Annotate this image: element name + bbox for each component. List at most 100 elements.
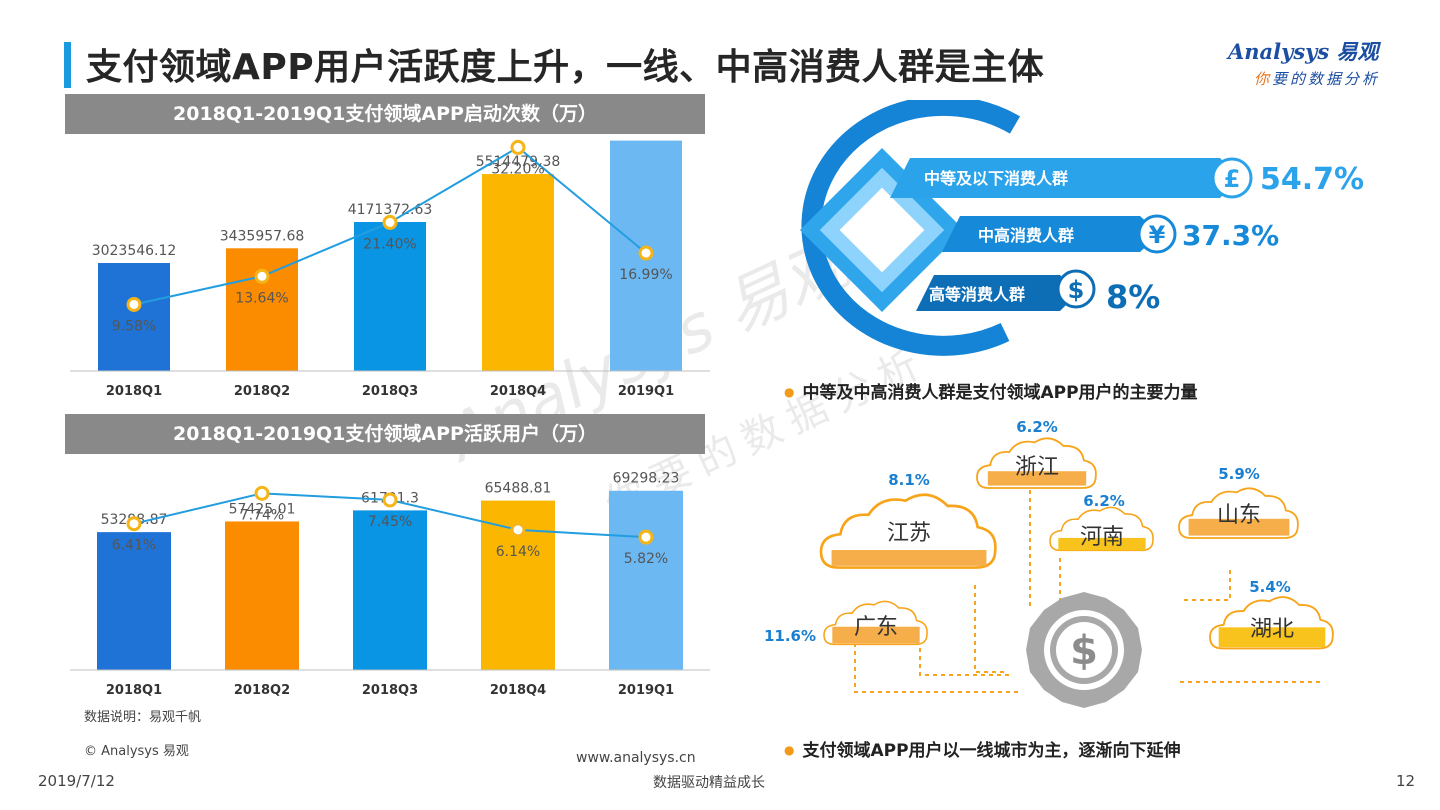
active-x-tick-label: 2018Q4 <box>490 683 546 698</box>
band-middle-low <box>890 158 1240 198</box>
launch-growth-point <box>126 296 142 312</box>
consumer-segments-graphic: 中等及以下消费人群 £ 54.7% 中高消费人群 ¥ 37.3% 高等消费人群 … <box>799 100 1364 356</box>
launch-bar <box>482 174 554 371</box>
launch-value-label: 3023546.12 <box>92 243 177 259</box>
region-name-guangdong: 广东 <box>854 615 898 640</box>
active-growth-label: 6.14% <box>496 544 540 560</box>
logo-brand: Analysys 易观 <box>1228 39 1379 64</box>
active-growth-point <box>382 492 398 508</box>
yen-icon: ¥ <box>1149 221 1166 249</box>
logo-tagline-first: 你 <box>1254 70 1273 88</box>
yen-icon-circle <box>1137 214 1177 254</box>
region-distribution-graphic: $ 浙江 6.2% 江苏 8.1% 河南 6.2% 山东 5.9% 广东 11.… <box>764 418 1334 708</box>
active-bar <box>97 532 171 670</box>
data-note: 数据说明：易观千帆 <box>84 710 202 725</box>
launch-value-label: 4171372.63 <box>348 202 433 218</box>
chart2-header: 2018Q1-2019Q1支付领域APP活跃用户（万） <box>65 414 705 454</box>
region-name-hubei: 湖北 <box>1250 617 1294 642</box>
region-bullet: 支付领域APP用户以一线城市为主，逐渐向下延伸 <box>784 736 1180 761</box>
coin-icon: $ <box>1026 592 1142 708</box>
footer-slogan: 数据驱动精益成长 <box>653 775 765 791</box>
launch-growth-label: 16.99% <box>619 267 672 283</box>
launch-growth-label: 21.40% <box>363 236 416 252</box>
active-bar <box>609 490 683 670</box>
page-number: 12 <box>1396 772 1416 790</box>
band-high <box>916 275 1078 311</box>
consumer-bullet: 中等及中高消费人群是支付领域APP用户的主要力量 <box>784 378 1197 403</box>
region-pct-henan: 6.2% <box>1083 492 1125 510</box>
pct-upper-middle: 37.3% <box>1182 219 1279 252</box>
title-accent-bar <box>64 42 71 88</box>
active-value-label: 57425.01 <box>229 501 296 517</box>
launch-growth-label: 32.20% <box>491 161 544 177</box>
active-growth-label: 7.45% <box>368 514 412 530</box>
launch-bar <box>98 263 170 371</box>
band-label-middle-low: 中等及以下消费人群 <box>924 169 1068 188</box>
launch-x-tick-label: 2018Q2 <box>234 384 290 399</box>
analysys-logo: Analysys 易观 你要的数据分析 <box>1228 36 1418 92</box>
active-bar <box>225 521 299 670</box>
active-growth-point <box>126 516 142 532</box>
footer-date: 2019/7/12 <box>38 772 115 790</box>
launch-count-chart: 3023546.12 2018Q1 3435957.68 2018Q2 4171372.… <box>70 134 710 399</box>
active-growth-point <box>254 485 270 501</box>
pct-high: 8% <box>1106 278 1160 316</box>
active-x-tick-label: 2019Q1 <box>618 683 674 698</box>
region-pct-hubei: 5.4% <box>1249 578 1291 596</box>
launch-growth-label: 9.58% <box>112 318 156 334</box>
region-pct-shandong: 5.9% <box>1218 465 1260 483</box>
launch-x-tick-label: 2018Q1 <box>106 384 162 399</box>
active-growth-label: 6.41% <box>112 538 156 554</box>
launch-growth-point <box>510 139 526 155</box>
logo-tagline-rest: 要的数据分析 <box>1272 70 1381 88</box>
active-growth-point <box>638 529 654 545</box>
active-growth-label: 7.74% <box>240 507 284 523</box>
copyright: © Analysys 易观 <box>84 744 189 759</box>
launch-value-label: 6451144.76 <box>604 134 689 137</box>
active-value-label: 69298.23 <box>613 471 680 487</box>
pct-middle-low: 54.7% <box>1260 162 1364 197</box>
launch-x-tick-label: 2019Q1 <box>618 384 674 399</box>
pound-icon-circle <box>1211 157 1253 199</box>
region-name-henan: 河南 <box>1080 525 1124 550</box>
region-pct-zhejiang: 6.2% <box>1016 418 1058 436</box>
launch-growth-point <box>638 245 654 261</box>
chart1-header: 2018Q1-2019Q1支付领域APP启动次数（万） <box>65 94 705 134</box>
launch-x-tick-label: 2018Q4 <box>490 384 546 399</box>
cloud-jiangsu <box>819 493 997 569</box>
active-x-tick-label: 2018Q2 <box>234 683 290 698</box>
launch-bar <box>226 248 298 371</box>
region-name-zhejiang: 浙江 <box>1015 455 1059 480</box>
cloud-henan <box>1049 506 1154 552</box>
pound-icon: £ <box>1224 165 1241 193</box>
website-link[interactable]: www.analysys.cn <box>576 750 696 766</box>
launch-bar <box>354 222 426 371</box>
launch-value-label: 3435957.68 <box>220 228 305 244</box>
active-bar <box>353 510 427 670</box>
active-x-tick-label: 2018Q3 <box>362 683 418 698</box>
band-label-upper-middle: 中高消费人群 <box>978 226 1074 245</box>
page-title: 支付领域APP用户活跃度上升，一线、中高消费人群是主体 <box>86 47 1045 88</box>
dollar-icon: $ <box>1068 276 1085 304</box>
band-upper-middle <box>942 216 1160 252</box>
active-growth-label: 5.82% <box>624 551 668 567</box>
cloud-hubei <box>1209 596 1334 650</box>
region-pct-jiangsu: 8.1% <box>888 471 930 489</box>
logo-tagline: 你要的数据分析 <box>1254 68 1380 89</box>
region-name-shandong: 山东 <box>1217 503 1261 528</box>
launch-growth-label: 13.64% <box>235 290 288 306</box>
active-value-label: 65488.81 <box>485 481 552 497</box>
launch-growth-point <box>382 214 398 230</box>
active-users-chart: 53298.872018Q157425.012018Q261701.32018Q… <box>70 471 710 698</box>
region-pct-guangdong: 11.6% <box>764 627 816 645</box>
launch-x-tick-label: 2018Q3 <box>362 384 418 399</box>
cloud-guangdong <box>823 600 928 646</box>
region-name-jiangsu: 江苏 <box>887 521 931 546</box>
band-label-high: 高等消费人群 <box>929 285 1025 304</box>
active-growth-point <box>510 522 526 538</box>
active-x-tick-label: 2018Q1 <box>106 683 162 698</box>
launch-growth-point <box>254 268 270 284</box>
cloud-zhejiang <box>976 437 1097 489</box>
dollar-icon-circle <box>1056 269 1096 309</box>
coin-symbol: $ <box>1070 628 1098 674</box>
